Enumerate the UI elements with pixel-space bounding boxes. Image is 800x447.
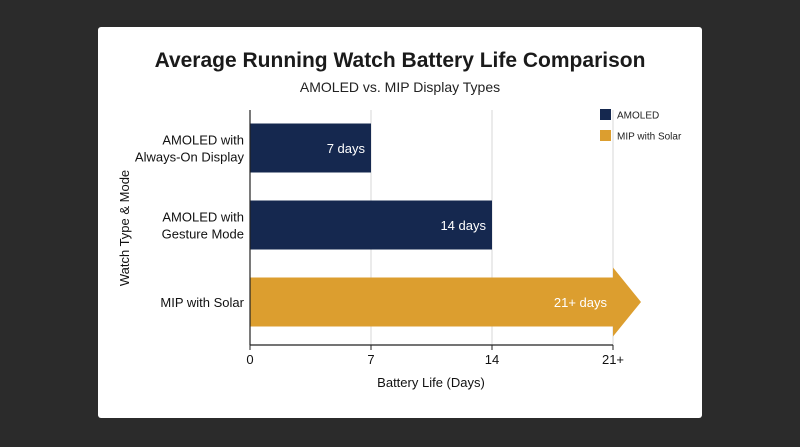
legend-label: AMOLED xyxy=(617,111,659,122)
x-tick-label: 7 xyxy=(367,352,374,367)
category-label: AMOLED with xyxy=(162,133,244,148)
category-label: Gesture Mode xyxy=(162,227,244,242)
x-tick-label: 14 xyxy=(485,352,499,367)
chart-subtitle: AMOLED vs. MIP Display Types xyxy=(299,79,501,95)
x-tick-label: 21+ xyxy=(602,352,624,367)
bar xyxy=(250,200,492,250)
bar-value-label: 14 days xyxy=(440,218,486,233)
legend-swatch xyxy=(600,130,611,141)
chart-card: Average Running Watch Battery Life Compa… xyxy=(98,27,702,418)
legend-swatch xyxy=(600,109,611,120)
y-axis-title: Watch Type & Mode xyxy=(117,170,132,286)
x-tick-label: 0 xyxy=(246,352,253,367)
chart-title: Average Running Watch Battery Life Compa… xyxy=(154,49,646,72)
bar-value-label: 21+ days xyxy=(554,295,608,310)
bar-value-label: 7 days xyxy=(327,141,366,156)
chart-plot-area: 7 days AMOLED with Always-On Display 14 day… xyxy=(117,109,682,390)
bar xyxy=(250,123,371,173)
category-label: Always-On Display xyxy=(135,150,245,165)
category-label: MIP with Solar xyxy=(160,295,244,310)
bar-arrow xyxy=(250,267,641,337)
x-axis-title: Battery Life (Days) xyxy=(377,375,485,390)
category-label: AMOLED with xyxy=(162,210,244,225)
legend-label: MIP with Solar xyxy=(617,132,682,143)
